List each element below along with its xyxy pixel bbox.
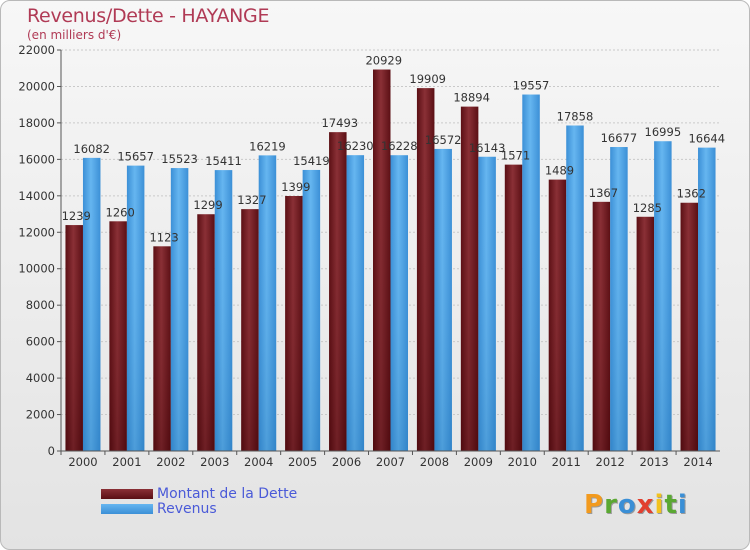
x-tick-label: 2000 <box>68 455 97 469</box>
y-tick-label: 10000 <box>18 262 55 276</box>
bar-revenue-shade <box>522 94 540 451</box>
bar-revenue-shade <box>346 155 365 451</box>
data-label-revenue: 15411 <box>205 154 242 168</box>
x-tick-label: 2003 <box>200 455 229 469</box>
bar-revenue-shade <box>302 169 321 451</box>
bar-revenue-shade <box>434 148 452 452</box>
x-tick-label: 2006 <box>332 455 361 469</box>
y-tick-label: 14000 <box>18 189 55 203</box>
legend-swatch-revenue <box>101 503 153 514</box>
proxiti-logo: Proxiti <box>584 490 688 520</box>
data-label-debt: 1367 <box>589 186 618 200</box>
bar-debt-shade <box>329 132 347 451</box>
legend-item-debt: Montant de la Dette <box>101 485 298 502</box>
x-tick-label: 2013 <box>639 455 668 469</box>
bar-revenue-shade <box>126 165 145 451</box>
data-label-revenue: 16143 <box>469 141 506 155</box>
data-label-debt: 1362 <box>677 187 706 201</box>
bar-revenue-shade <box>566 125 584 451</box>
bar-revenue-shade <box>214 170 233 452</box>
bar-debt-shade <box>109 221 127 451</box>
bar-debt-shade <box>636 216 655 451</box>
data-label-revenue: 16082 <box>73 142 110 156</box>
bar-debt-shade <box>373 69 391 451</box>
data-label-revenue: 19557 <box>513 79 550 93</box>
chart-subtitle: (en milliers d'€) <box>27 28 122 42</box>
y-tick-label: 12000 <box>18 225 55 239</box>
data-label-debt: 1399 <box>281 180 310 194</box>
data-label-debt: 18894 <box>453 91 490 105</box>
bar-debt-shade <box>592 201 611 451</box>
bar-revenue-shade <box>478 156 496 451</box>
x-tick-label: 2009 <box>464 455 493 469</box>
data-label-revenue: 16644 <box>688 132 725 146</box>
x-tick-label: 2012 <box>596 455 625 469</box>
x-tick-label: 2011 <box>552 455 581 469</box>
bar-debt-shade <box>504 164 523 451</box>
data-label-revenue: 16572 <box>425 133 462 147</box>
bar-debt-shade <box>285 196 303 451</box>
y-tick-label: 22000 <box>18 43 55 57</box>
bar-revenue-shade <box>698 147 716 451</box>
bar-debt-shade <box>65 225 83 451</box>
legend-label-debt: Montant de la Dette <box>157 485 298 502</box>
data-label-revenue: 16230 <box>337 139 374 153</box>
y-tick-label: 4000 <box>26 371 55 385</box>
bar-debt-shade <box>153 246 171 451</box>
y-tick-label: 2000 <box>26 408 55 422</box>
y-tick-label: 6000 <box>26 335 55 349</box>
y-tick-label: 16000 <box>18 152 55 166</box>
data-label-revenue: 15523 <box>161 152 198 166</box>
bar-revenue-shade <box>654 141 672 452</box>
bar-revenue-shade <box>610 147 628 451</box>
y-tick-label: 8000 <box>26 298 55 312</box>
bar-debt-shade <box>241 209 259 451</box>
data-label-revenue: 16219 <box>249 139 286 153</box>
data-label-revenue: 15657 <box>117 150 154 164</box>
legend-swatch-debt <box>101 488 153 499</box>
x-tick-label: 2008 <box>420 455 449 469</box>
bar-debt-shade <box>416 88 435 452</box>
data-label-revenue: 17858 <box>557 109 594 123</box>
data-label-debt: 19909 <box>409 72 446 86</box>
data-label-debt: 17493 <box>322 116 359 130</box>
bar-debt-shade <box>680 202 699 451</box>
x-tick-label: 2010 <box>508 455 537 469</box>
data-label-debt: 1285 <box>633 201 662 215</box>
bar-revenue-shade <box>390 155 408 451</box>
x-tick-label: 2004 <box>244 455 273 469</box>
bar-revenue-shade <box>170 168 189 451</box>
legend-item-revenue: Revenus <box>101 500 297 517</box>
legend: Montant de la Dette Revenus <box>101 485 298 517</box>
legend-label-revenue: Revenus <box>157 500 217 517</box>
data-label-debt: 1239 <box>62 209 91 223</box>
data-label-debt: 20929 <box>365 54 402 68</box>
x-tick-label: 2001 <box>112 455 141 469</box>
y-tick-label: 18000 <box>18 116 55 130</box>
data-label-debt: 1327 <box>237 193 266 207</box>
data-label-revenue: 16228 <box>381 139 418 153</box>
bar-revenue-shade <box>258 155 277 451</box>
data-label-revenue: 16995 <box>645 125 682 139</box>
bar-debt-shade <box>548 179 567 452</box>
bar-debt-shade <box>460 106 479 452</box>
x-tick-label: 2007 <box>376 455 405 469</box>
data-label-debt: 1123 <box>149 230 178 244</box>
x-tick-label: 2002 <box>156 455 185 469</box>
data-label-revenue: 16677 <box>601 131 638 145</box>
y-tick-label: 20000 <box>18 79 55 93</box>
x-tick-label: 2014 <box>683 455 712 469</box>
chart-title: Revenus/Dette - HAYANGE <box>27 5 270 27</box>
bar-revenue-shade <box>82 157 101 451</box>
x-tick-label: 2005 <box>288 455 317 469</box>
data-label-debt: 1571 <box>501 149 530 163</box>
data-label-revenue: 15419 <box>293 154 330 168</box>
data-label-debt: 1260 <box>106 205 135 219</box>
data-label-debt: 1299 <box>193 198 222 212</box>
data-label-debt: 1489 <box>545 164 574 178</box>
y-tick-label: 0 <box>48 444 55 458</box>
bar-debt-shade <box>197 214 215 451</box>
